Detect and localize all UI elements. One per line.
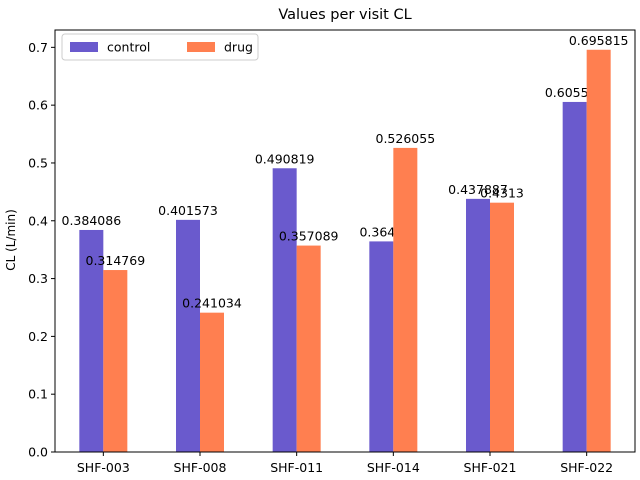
legend-label-drug: drug <box>224 40 253 55</box>
data-label: 0.314769 <box>86 253 146 268</box>
data-label: 0.695815 <box>569 33 629 48</box>
data-label: 0.241034 <box>182 296 242 311</box>
y-axis-label: CL (L/min) <box>4 209 18 271</box>
y-tick-label: 0.1 <box>28 387 48 402</box>
bar-control-SHF-008 <box>176 219 200 452</box>
data-label: 0.401573 <box>158 203 218 218</box>
x-tick-label: SHF-008 <box>174 460 227 475</box>
y-tick-label: 0.7 <box>28 40 48 55</box>
data-label: 0.384086 <box>62 213 122 228</box>
y-tick-label: 0.6 <box>28 98 48 113</box>
data-label: 0.490819 <box>255 151 315 166</box>
legend-swatch-drug <box>187 42 215 52</box>
data-label: 0.4313 <box>480 186 524 201</box>
data-label: 0.526055 <box>376 131 436 146</box>
x-tick-label: SHF-021 <box>464 460 517 475</box>
legend-label-control: control <box>107 40 150 55</box>
bar-drug-SHF-014 <box>393 147 418 452</box>
axes-frame <box>54 29 636 453</box>
y-tick-label: 0.5 <box>28 155 48 170</box>
bar-control-SHF-003 <box>79 229 104 452</box>
bar-drug-SHF-003 <box>103 270 128 452</box>
bar-control-SHF-021 <box>466 198 490 452</box>
data-label: 0.437887 <box>448 182 508 197</box>
bar-drug-SHF-022 <box>586 49 611 452</box>
data-label: 0.3643 <box>359 224 403 239</box>
bar-drug-SHF-008 <box>200 312 224 452</box>
bar-drug-SHF-021 <box>490 202 514 452</box>
y-tick-label: 0.3 <box>28 271 48 286</box>
bar-control-SHF-011 <box>272 168 297 452</box>
bar-control-SHF-014 <box>369 241 394 452</box>
legend-box <box>61 33 259 61</box>
y-tick-label: 0.4 <box>28 213 48 228</box>
x-tick-label: SHF-022 <box>560 460 613 475</box>
data-label: 0.357089 <box>279 229 339 244</box>
y-tick-label: 0.0 <box>28 445 48 460</box>
bar-control-SHF-022 <box>562 101 587 452</box>
y-tick-label: 0.2 <box>28 329 48 344</box>
x-tick-label: SHF-014 <box>367 460 420 475</box>
x-tick-label: SHF-011 <box>270 460 323 475</box>
bar-drug-SHF-011 <box>296 245 321 452</box>
legend-swatch-control <box>70 42 98 52</box>
plot-area: 0.3840860.4015730.4908190.36430.4378870.… <box>28 29 636 475</box>
chart-title: Values per visit CL <box>278 7 411 23</box>
x-tick-label: SHF-003 <box>77 460 130 475</box>
legend: control drug <box>61 33 259 61</box>
